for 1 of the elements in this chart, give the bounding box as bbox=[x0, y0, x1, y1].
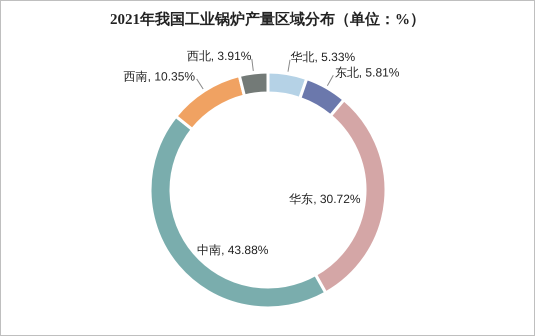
chart-title: 2021年我国工业锅炉产量区域分布（单位：%） bbox=[110, 10, 425, 28]
